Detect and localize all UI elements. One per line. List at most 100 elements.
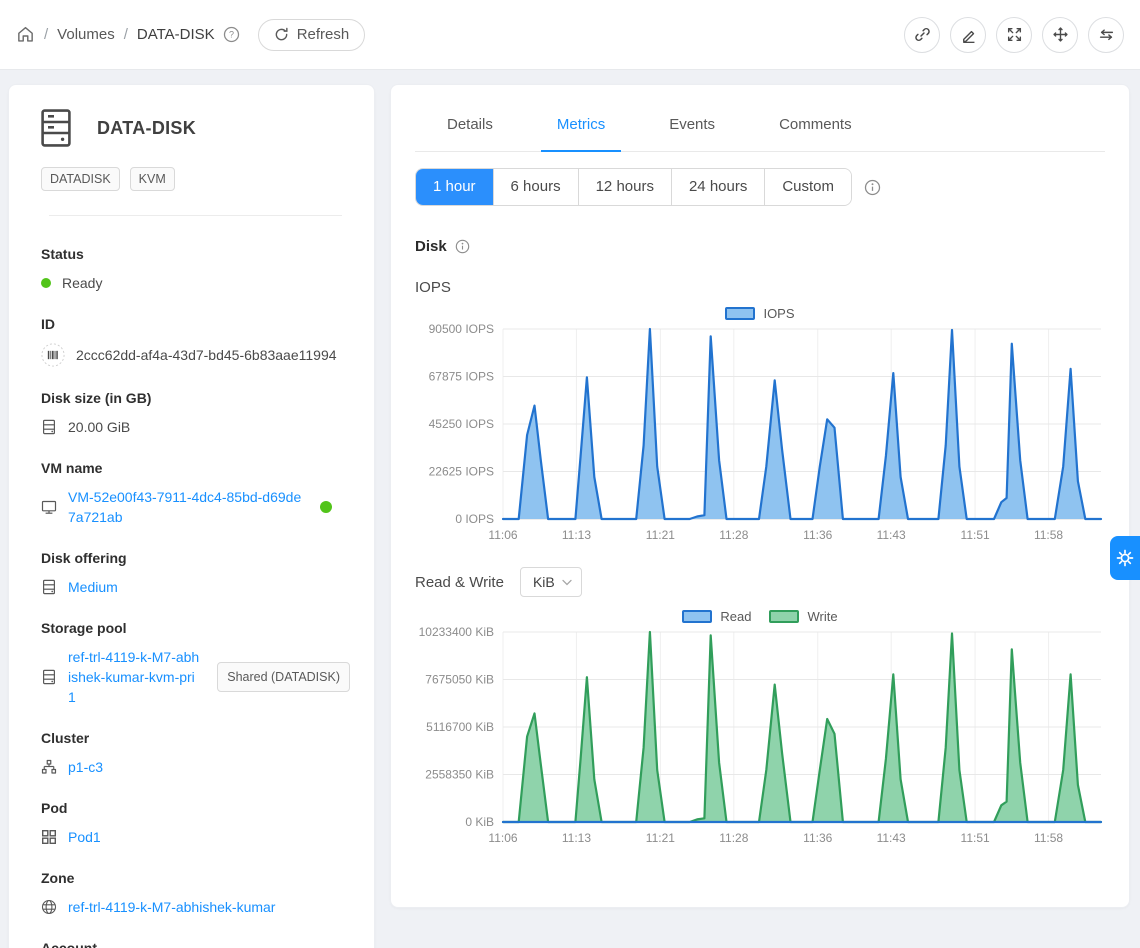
home-icon[interactable] bbox=[16, 25, 35, 44]
reload-icon bbox=[274, 27, 289, 42]
read-write-chart-title: Read & Write bbox=[415, 574, 504, 591]
svg-text:7675050 KiB: 7675050 KiB bbox=[425, 673, 494, 687]
storage-pool-badge: Shared (DATADISK) bbox=[217, 662, 350, 692]
disk-size-value: 20.00 GiB bbox=[68, 417, 130, 437]
tab-comments[interactable]: Comments bbox=[763, 85, 868, 151]
tab-events[interactable]: Events bbox=[653, 85, 731, 151]
legend-label: Write bbox=[807, 609, 837, 624]
refresh-label: Refresh bbox=[297, 26, 350, 43]
info-icon[interactable] bbox=[455, 239, 470, 254]
iops-chart-title: IOPS bbox=[415, 279, 451, 296]
legend-swatch bbox=[682, 610, 712, 623]
tab-bar: Details Metrics Events Comments bbox=[415, 85, 1105, 152]
storage-pool-link[interactable]: ref-trl-4119-k-M7-abhishek-kumar-kvm-pri… bbox=[68, 647, 202, 707]
tab-metrics[interactable]: Metrics bbox=[541, 85, 621, 152]
hdd-icon bbox=[41, 419, 57, 435]
svg-text:11:58: 11:58 bbox=[1034, 528, 1063, 542]
link-icon[interactable] bbox=[904, 17, 940, 53]
info-icon[interactable] bbox=[864, 179, 881, 196]
legend-item[interactable]: IOPS bbox=[725, 306, 794, 321]
swap-icon[interactable] bbox=[1088, 17, 1124, 53]
field-cluster: Cluster p1-c3 bbox=[41, 730, 350, 777]
svg-text:11:21: 11:21 bbox=[646, 831, 675, 845]
svg-text:2558350 KiB: 2558350 KiB bbox=[425, 768, 494, 782]
read-write-chart: 0 KiB2558350 KiB5116700 KiB7675050 KiB10… bbox=[415, 624, 1105, 848]
breadcrumb: / Volumes / DATA-DISK ? Refresh bbox=[16, 19, 365, 51]
help-icon[interactable]: ? bbox=[223, 26, 240, 43]
field-disk-size: Disk size (in GB) 20.00 GiB bbox=[41, 390, 350, 437]
svg-text:11:28: 11:28 bbox=[719, 528, 748, 542]
breadcrumb-volumes[interactable]: Volumes bbox=[57, 26, 115, 43]
field-zone: Zone ref-trl-4119-k-M7-abhishek-kumar bbox=[41, 870, 350, 917]
page: / Volumes / DATA-DISK ? Refresh bbox=[0, 0, 1140, 948]
status-dot bbox=[41, 278, 51, 288]
svg-text:0 KiB: 0 KiB bbox=[465, 815, 494, 829]
svg-text:90500 IOPS: 90500 IOPS bbox=[429, 322, 494, 336]
field-id: ID 2ccc62dd-af4a-43d7-bd45-6b83aae11994 bbox=[41, 316, 350, 367]
unit-select-value: KiB bbox=[533, 574, 555, 590]
move-icon[interactable] bbox=[1042, 17, 1078, 53]
disk-offering-link[interactable]: Medium bbox=[68, 577, 118, 597]
barcode-icon bbox=[41, 343, 65, 367]
svg-text:11:21: 11:21 bbox=[646, 528, 675, 542]
volume-detail-panel: Details Metrics Events Comments 1 hour 6… bbox=[390, 84, 1130, 908]
edit-icon[interactable] bbox=[950, 17, 986, 53]
tag-datadisk: DATADISK bbox=[41, 167, 120, 191]
fields: Status Ready ID 2ccc62dd-af4a-43d7-bd45-… bbox=[41, 216, 350, 948]
hdd-icon bbox=[41, 579, 57, 595]
field-status: Status Ready bbox=[41, 246, 350, 293]
svg-text:11:13: 11:13 bbox=[562, 831, 591, 845]
svg-text:11:43: 11:43 bbox=[877, 528, 906, 542]
legend-item[interactable]: Write bbox=[769, 609, 837, 624]
resource-header: DATA-DISK bbox=[41, 109, 350, 147]
time-range-custom[interactable]: Custom bbox=[764, 169, 851, 205]
unit-select[interactable]: KiB bbox=[520, 567, 582, 597]
page-title: DATA-DISK bbox=[97, 118, 196, 139]
pod-link[interactable]: Pod1 bbox=[68, 827, 101, 847]
field-pod: Pod Pod1 bbox=[41, 800, 350, 847]
tab-details[interactable]: Details bbox=[431, 85, 509, 151]
time-range-1-hour[interactable]: 1 hour bbox=[416, 169, 493, 205]
svg-text:11:36: 11:36 bbox=[803, 528, 832, 542]
field-vm-name: VM name VM-52e00f43-7911-4dc4-85bd-d69de… bbox=[41, 460, 350, 527]
cluster-icon bbox=[41, 759, 57, 775]
globe-icon bbox=[41, 899, 57, 915]
svg-text:11:06: 11:06 bbox=[488, 528, 517, 542]
vm-status-dot bbox=[320, 501, 332, 513]
svg-text:11:06: 11:06 bbox=[488, 831, 517, 845]
read-write-chart-legend: Read Write bbox=[415, 609, 1105, 624]
tag-kvm: KVM bbox=[130, 167, 175, 191]
disk-section-title: Disk bbox=[415, 238, 1105, 255]
svg-text:45250 IOPS: 45250 IOPS bbox=[429, 417, 494, 431]
zone-link[interactable]: ref-trl-4119-k-M7-abhishek-kumar bbox=[68, 897, 275, 917]
legend-item[interactable]: Read bbox=[682, 609, 751, 624]
gear-icon bbox=[1115, 548, 1135, 568]
resize-icon[interactable] bbox=[996, 17, 1032, 53]
field-storage-pool: Storage pool ref-trl-4119-k-M7-abhishek-… bbox=[41, 620, 350, 707]
legend-label: IOPS bbox=[763, 306, 794, 321]
svg-text:11:43: 11:43 bbox=[877, 831, 906, 845]
breadcrumb-separator: / bbox=[44, 26, 48, 43]
svg-text:11:13: 11:13 bbox=[562, 528, 591, 542]
svg-text:10233400 KiB: 10233400 KiB bbox=[419, 625, 494, 639]
time-range-12-hours[interactable]: 12 hours bbox=[578, 169, 671, 205]
svg-text:11:51: 11:51 bbox=[961, 831, 990, 845]
legend-swatch bbox=[725, 307, 755, 320]
volume-info-panel: DATA-DISK DATADISK KVM Status Ready ID bbox=[8, 84, 375, 948]
breadcrumb-separator: / bbox=[124, 26, 128, 43]
svg-text:11:36: 11:36 bbox=[803, 831, 832, 845]
vm-name-link[interactable]: VM-52e00f43-7911-4dc4-85bd-d69de7a721ab bbox=[68, 487, 309, 527]
svg-text:22625 IOPS: 22625 IOPS bbox=[429, 465, 494, 479]
volume-actions bbox=[904, 17, 1124, 53]
chevron-down-icon bbox=[562, 579, 572, 586]
settings-button[interactable] bbox=[1110, 536, 1140, 580]
iops-chart-legend: IOPS bbox=[415, 306, 1105, 321]
volume-id: 2ccc62dd-af4a-43d7-bd45-6b83aae11994 bbox=[76, 345, 337, 365]
cluster-link[interactable]: p1-c3 bbox=[68, 757, 103, 777]
field-account: Account admin bbox=[41, 940, 350, 948]
iops-chart: 0 IOPS22625 IOPS45250 IOPS67875 IOPS9050… bbox=[415, 321, 1105, 545]
time-range-6-hours[interactable]: 6 hours bbox=[493, 169, 578, 205]
refresh-button[interactable]: Refresh bbox=[258, 19, 366, 51]
appstore-icon bbox=[41, 829, 57, 845]
time-range-24-hours[interactable]: 24 hours bbox=[671, 169, 764, 205]
